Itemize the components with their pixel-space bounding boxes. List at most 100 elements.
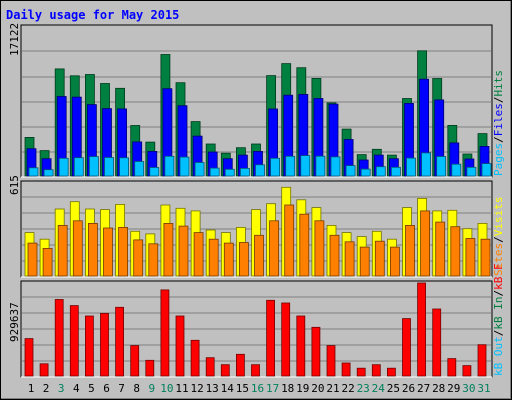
bar-visits-sites-day-24 xyxy=(374,240,385,277)
bar-visits-sites-day-8 xyxy=(133,239,144,277)
bar-hits-pages-day-11 xyxy=(179,156,190,177)
bar-kbytes-kb-f-day-17 xyxy=(266,299,276,377)
x-tick-label-day-9: 9 xyxy=(148,382,155,395)
x-tick-label-day-31: 31 xyxy=(477,382,490,395)
bar-kbytes-kb-f-day-12 xyxy=(190,339,200,377)
bar-kbytes-kb-f-day-1 xyxy=(24,338,34,377)
kbytes-bars xyxy=(24,282,487,377)
bar-visits-sites-day-5 xyxy=(88,222,98,277)
bar-kbytes-kb-f-day-19 xyxy=(296,315,306,377)
bar-hits-pages-day-1 xyxy=(28,167,39,177)
x-tick-label-day-16: 16 xyxy=(251,382,264,395)
legend-sep-3: / xyxy=(492,236,505,243)
bar-kbytes-kb-f-day-13 xyxy=(205,357,215,377)
x-tick-label-day-6: 6 xyxy=(103,382,110,395)
x-tick-label-day-4: 4 xyxy=(73,382,80,395)
kbytes-legend: kB Out/kB In/kB F xyxy=(492,263,505,376)
bar-hits-pages-day-21 xyxy=(330,156,341,177)
svg-text:Sites/Visits: Sites/Visits xyxy=(492,197,505,277)
bar-kbytes-kb-f-day-3 xyxy=(54,299,64,377)
bar-visits-sites-day-31 xyxy=(480,238,491,277)
bar-visits-sites-day-12 xyxy=(193,232,204,277)
legend-kb-out: kB Out xyxy=(492,336,505,376)
bar-kbytes-kb-f-day-22 xyxy=(341,362,351,377)
bar-kbytes-kb-f-day-5 xyxy=(85,315,94,377)
x-tick-label-day-13: 13 xyxy=(206,382,219,395)
bar-kbytes-kb-f-day-10 xyxy=(160,289,170,377)
bar-kbytes-kb-f-day-15 xyxy=(235,353,245,377)
bar-visits-sites-day-23 xyxy=(359,246,370,277)
x-tick-label-day-25: 25 xyxy=(387,382,400,395)
bar-hits-pages-day-16 xyxy=(255,164,265,177)
bar-kbytes-kb-f-day-30 xyxy=(462,365,472,377)
bar-visits-sites-day-4 xyxy=(72,220,83,277)
bar-hits-pages-day-9 xyxy=(149,167,160,177)
legend-files: Files xyxy=(492,103,505,136)
legend-kb-f: kB F xyxy=(492,263,505,290)
bar-visits-sites-day-7 xyxy=(118,226,128,277)
bar-visits-sites-day-18 xyxy=(284,204,295,277)
x-tick-label-day-26: 26 xyxy=(402,382,415,395)
x-tick-label-day-20: 20 xyxy=(311,382,324,395)
legend-hits: Hits xyxy=(492,70,505,97)
bar-hits-pages-day-27 xyxy=(421,152,432,177)
bar-hits-pages-day-10 xyxy=(164,155,175,177)
bar-hits-pages-day-6 xyxy=(104,157,114,177)
x-tick-label-day-17: 17 xyxy=(266,382,279,395)
bar-kbytes-kb-f-day-16 xyxy=(251,364,260,377)
x-tick-label-day-30: 30 xyxy=(462,382,475,395)
x-tick-label-day-10: 10 xyxy=(160,382,173,395)
svg-text:Pages/Files/Hits: Pages/Files/Hits xyxy=(492,70,505,176)
bar-hits-pages-day-19 xyxy=(300,155,311,177)
bar-visits-sites-day-13 xyxy=(208,238,219,277)
bar-visits-sites-day-2 xyxy=(42,247,53,277)
x-tick-label-day-5: 5 xyxy=(88,382,95,395)
bar-hits-pages-day-17 xyxy=(270,157,281,177)
visits-max-label: 615 xyxy=(8,175,21,195)
bar-kbytes-kb-f-day-26 xyxy=(402,318,411,377)
bar-kbytes-kb-f-day-6 xyxy=(100,312,109,377)
chart-title: Daily usage for May 2015 xyxy=(6,8,179,22)
bar-hits-pages-day-7 xyxy=(119,157,129,177)
bar-hits-pages-day-26 xyxy=(406,157,416,177)
bar-kbytes-kb-f-day-24 xyxy=(371,364,381,377)
bar-kbytes-kb-f-day-18 xyxy=(281,302,291,377)
bar-kbytes-kb-f-day-2 xyxy=(39,363,49,377)
bar-visits-sites-day-25 xyxy=(389,246,400,277)
bar-visits-sites-day-1 xyxy=(27,242,38,277)
legend-sep-5: / xyxy=(492,290,505,297)
x-tick-label-day-28: 28 xyxy=(432,382,445,395)
hits-max-label: 17122 xyxy=(8,23,21,56)
x-tick-label-day-12: 12 xyxy=(190,382,203,395)
bar-visits-sites-day-15 xyxy=(238,242,249,277)
bar-visits-sites-day-16 xyxy=(254,234,264,277)
svg-text:kB Out/kB In/kB F: kB Out/kB In/kB F xyxy=(492,263,505,376)
bar-hits-pages-day-25 xyxy=(390,166,401,177)
x-tick-label-day-2: 2 xyxy=(43,382,50,395)
x-tick-label-day-24: 24 xyxy=(372,382,386,395)
bar-visits-sites-day-20 xyxy=(314,220,325,277)
bar-visits-sites-day-10 xyxy=(163,222,174,277)
bar-hits-pages-day-2 xyxy=(43,169,54,177)
legend-pages: Pages xyxy=(492,143,505,176)
bar-kbytes-kb-f-day-21 xyxy=(326,345,336,377)
bar-visits-sites-day-9 xyxy=(148,243,159,277)
bar-visits-sites-day-27 xyxy=(420,210,431,277)
kbytes-panel: 929637 kB Out/kB In/kB F xyxy=(8,263,505,378)
bar-kbytes-kb-f-day-7 xyxy=(115,306,124,377)
bar-visits-sites-day-30 xyxy=(465,238,476,277)
x-tick-label-day-3: 3 xyxy=(58,382,65,395)
bar-kbytes-kb-f-day-27 xyxy=(417,282,427,377)
x-tick-label-day-15: 15 xyxy=(236,382,249,395)
kbytes-max-label: 929637 xyxy=(8,302,21,342)
bar-visits-sites-day-17 xyxy=(269,220,280,277)
legend-sep-2: / xyxy=(492,97,505,104)
bar-kbytes-kb-f-day-29 xyxy=(447,358,457,377)
bar-kbytes-kb-f-day-31 xyxy=(477,344,487,377)
x-tick-label-day-29: 29 xyxy=(447,382,460,395)
x-tick-label-day-11: 11 xyxy=(175,382,188,395)
x-tick-label-day-27: 27 xyxy=(417,382,430,395)
bar-hits-pages-day-20 xyxy=(315,155,326,177)
bar-kbytes-kb-f-day-25 xyxy=(386,367,396,377)
bar-hits-pages-day-23 xyxy=(360,168,371,177)
